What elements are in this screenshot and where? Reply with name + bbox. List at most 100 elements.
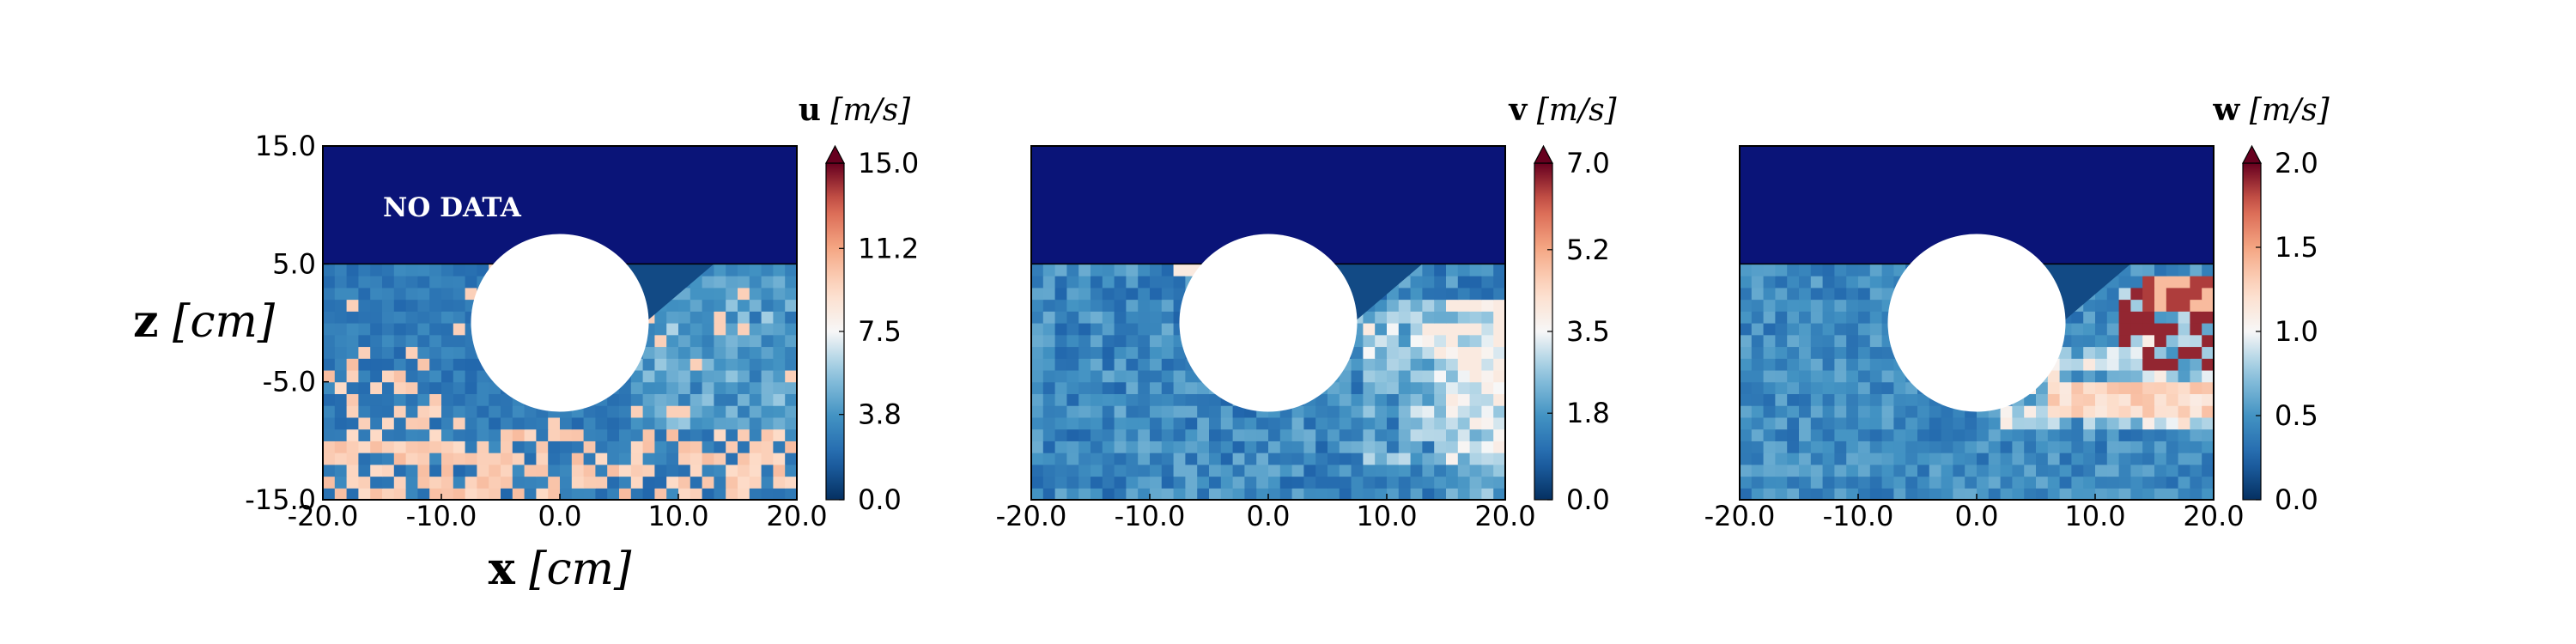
heatmap-cell bbox=[1185, 464, 1198, 477]
heatmap-cell bbox=[738, 464, 750, 477]
heatmap-cell bbox=[382, 276, 395, 289]
heatmap-cell bbox=[1751, 358, 1765, 371]
heatmap-cell bbox=[1031, 428, 1044, 441]
heatmap-cell bbox=[738, 369, 750, 383]
heatmap-cell bbox=[2178, 476, 2190, 489]
heatmap-cell bbox=[1173, 381, 1186, 394]
heatmap-cell bbox=[702, 287, 714, 301]
heatmap-cell bbox=[1398, 488, 1412, 501]
heatmap-cell bbox=[1066, 393, 1079, 406]
heatmap-cell bbox=[1834, 416, 1847, 430]
heatmap-cell bbox=[1869, 464, 1883, 477]
heatmap-cell bbox=[1917, 428, 1930, 441]
heatmap-cell bbox=[1398, 299, 1412, 312]
heatmap-cell bbox=[1387, 416, 1400, 430]
heatmap-cell bbox=[489, 393, 501, 406]
heatmap-cell bbox=[1493, 381, 1506, 394]
heatmap-cell bbox=[1102, 276, 1115, 289]
heatmap-cell bbox=[2071, 405, 2084, 418]
heatmap-cell bbox=[2047, 381, 2061, 394]
heatmap-cell bbox=[583, 405, 596, 418]
heatmap-cell bbox=[773, 428, 786, 441]
heatmap-cell bbox=[323, 476, 336, 489]
heatmap-cell bbox=[1787, 276, 1800, 289]
heatmap-cell bbox=[1078, 453, 1091, 465]
heatmap-cell bbox=[1493, 287, 1506, 301]
heatmap-cell bbox=[1457, 369, 1471, 383]
heatmap-cell bbox=[1114, 264, 1127, 276]
heatmap-cell bbox=[1161, 287, 1175, 301]
heatmap-cell bbox=[785, 287, 798, 301]
heatmap-cell bbox=[1929, 476, 1942, 489]
heatmap-cell bbox=[761, 287, 774, 301]
heatmap-cell bbox=[1114, 334, 1127, 348]
heatmap-cell bbox=[1799, 276, 1812, 289]
heatmap-cell bbox=[2154, 381, 2167, 394]
heatmap-cell bbox=[1434, 299, 1447, 312]
heatmap-cell bbox=[334, 488, 348, 501]
heatmap-cell bbox=[1763, 440, 1776, 453]
heatmap-cell bbox=[690, 323, 703, 336]
heatmap-cell bbox=[1881, 346, 1894, 359]
heatmap-cell bbox=[1042, 393, 1056, 406]
heatmap-cell bbox=[1869, 311, 1883, 324]
heatmap-cell bbox=[453, 381, 466, 394]
heatmap-cell bbox=[1858, 476, 1871, 489]
heatmap-cell bbox=[1810, 428, 1824, 441]
heatmap-cell bbox=[1185, 405, 1198, 418]
heatmap-cell bbox=[1810, 416, 1824, 430]
heatmap-cell bbox=[1138, 276, 1151, 289]
heatmap-cell bbox=[2178, 334, 2190, 348]
x-tick-label: 0.0 bbox=[1955, 500, 1999, 532]
heatmap-cell bbox=[1031, 381, 1044, 394]
heatmap-cell bbox=[2095, 393, 2108, 406]
heatmap-cell bbox=[2106, 311, 2120, 324]
heatmap-cell bbox=[2154, 334, 2167, 348]
heatmap-cell bbox=[1042, 346, 1056, 359]
heatmap-cell bbox=[1869, 299, 1883, 312]
heatmap-cell bbox=[1763, 276, 1776, 289]
heatmap-cell bbox=[2024, 416, 2037, 430]
heatmap-cell bbox=[1031, 323, 1044, 336]
heatmap-cell bbox=[1493, 358, 1506, 371]
heatmap-cell bbox=[441, 405, 454, 418]
heatmap-cell bbox=[1893, 393, 1906, 406]
heatmap-cell bbox=[346, 464, 359, 477]
cylinder-mask bbox=[1179, 234, 1358, 412]
heatmap-cell bbox=[714, 358, 726, 371]
heatmap-cell bbox=[1799, 440, 1812, 453]
x-tick-label: 20.0 bbox=[1474, 500, 1535, 532]
heatmap-cell bbox=[2190, 488, 2202, 501]
heatmap-cell bbox=[1375, 334, 1388, 348]
heatmap-cell bbox=[1834, 464, 1847, 477]
heatmap-cell bbox=[2083, 381, 2096, 394]
heatmap-cell bbox=[1893, 381, 1906, 394]
heatmap-cell bbox=[1054, 369, 1067, 383]
colorbar-unit: [m/s] bbox=[2239, 93, 2330, 128]
heatmap-cell bbox=[2106, 416, 2120, 430]
heatmap-cell bbox=[1410, 334, 1423, 348]
heatmap-cell bbox=[1965, 488, 1978, 501]
heatmap-cell bbox=[1858, 405, 1871, 418]
heatmap-cell bbox=[1751, 464, 1765, 477]
heatmap-cell bbox=[1031, 299, 1044, 312]
heatmap-cell bbox=[417, 287, 430, 301]
heatmap-cell bbox=[2190, 369, 2202, 383]
heatmap-cell bbox=[1893, 428, 1906, 441]
heatmap-cell bbox=[642, 405, 655, 418]
heatmap-cell bbox=[477, 476, 489, 489]
heatmap-cell bbox=[761, 381, 774, 394]
heatmap-cell bbox=[1751, 476, 1765, 489]
heatmap-cell bbox=[1881, 453, 1894, 465]
heatmap-cell bbox=[2190, 299, 2202, 312]
heatmap-cell bbox=[595, 440, 608, 453]
heatmap-cell bbox=[738, 264, 750, 276]
colorbar-tick-label: 1.8 bbox=[1566, 397, 1610, 429]
heatmap-cell bbox=[2190, 464, 2202, 477]
heatmap-cell bbox=[1351, 464, 1364, 477]
heatmap-cell bbox=[1751, 416, 1765, 430]
x-tick-label: 20.0 bbox=[766, 500, 827, 532]
heatmap-cell bbox=[2083, 358, 2096, 371]
heatmap-cell bbox=[1787, 440, 1800, 453]
heatmap-cell bbox=[1232, 464, 1245, 477]
